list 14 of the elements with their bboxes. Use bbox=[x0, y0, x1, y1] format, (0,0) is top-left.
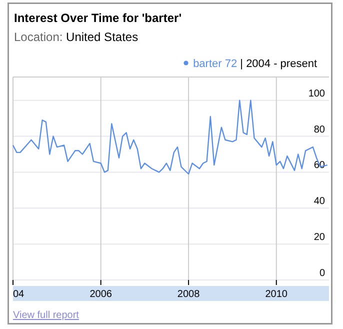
chart-subtitle: Location: United States bbox=[14, 30, 138, 44]
y-tick-label: 0 bbox=[319, 268, 326, 279]
x-tick-label: 2006 bbox=[90, 289, 112, 300]
text: View full report bbox=[13, 310, 80, 321]
x-tick-label: 2008 bbox=[177, 289, 200, 300]
y-tick-label: 100 bbox=[308, 88, 326, 100]
chart-title: Interest Over Time for 'barter' bbox=[14, 11, 182, 25]
x-tick-label: 04 bbox=[13, 289, 25, 300]
y-tick-label: 40 bbox=[314, 196, 326, 208]
y-tick-label: 20 bbox=[314, 232, 326, 244]
y-tick-label: 80 bbox=[314, 124, 326, 136]
x-tick-label: 2010 bbox=[265, 289, 288, 300]
text: | 2004 - present bbox=[237, 58, 317, 70]
legend-label: barter 72 bbox=[193, 58, 238, 70]
